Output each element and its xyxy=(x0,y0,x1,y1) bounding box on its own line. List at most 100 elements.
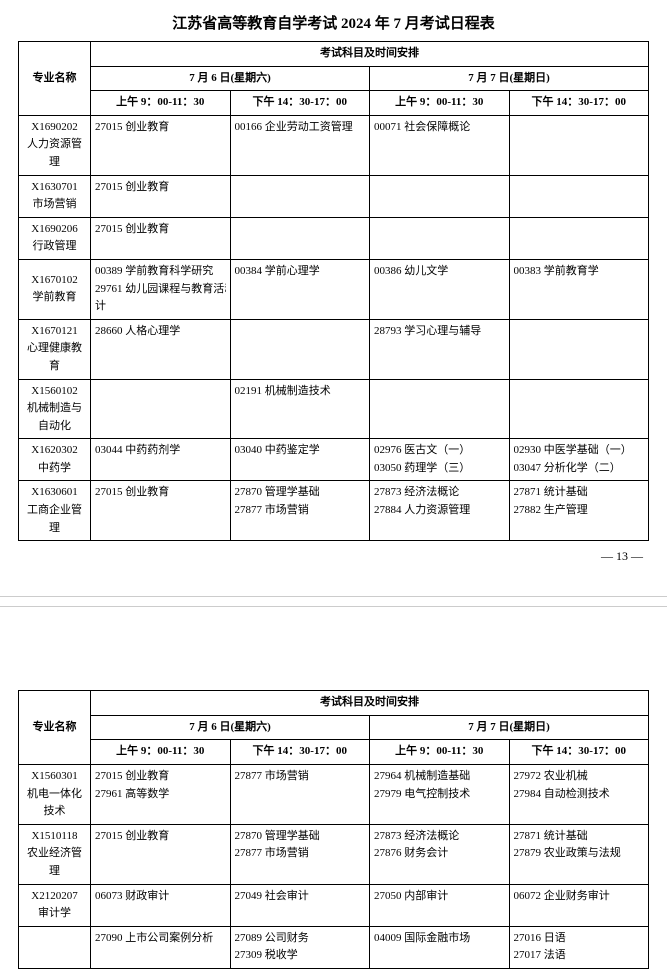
course: 03047 分析化学（二） xyxy=(514,460,645,478)
course: 27015 创业教育 xyxy=(95,484,226,502)
col-am2: 上午 9：00-11：30 xyxy=(370,740,510,765)
table-row: X1670121心理健康教育28660 人格心理学 28793 学习心理与辅导 xyxy=(19,319,649,379)
table-row: X2120207审计学06073 财政审计 27049 社会审计 27050 内部审… xyxy=(19,884,649,926)
slot-cell xyxy=(91,379,231,439)
course: 27877 市场营销 xyxy=(235,845,366,863)
col-pm2: 下午 14：30-17：00 xyxy=(509,740,649,765)
course: 27882 生产管理 xyxy=(514,502,645,520)
slot-cell xyxy=(509,115,649,175)
slot-cell xyxy=(509,217,649,259)
course: 27884 人力资源管理 xyxy=(374,502,505,520)
schedule-table-2: 专业名称考试科目及时间安排7 月 6 日(星期六)7 月 7 日(星期日)上午 … xyxy=(18,690,649,969)
major-line: X1670102 xyxy=(23,272,86,290)
major-line: X1630701 xyxy=(23,179,86,197)
slot-cell: 02976 医古文（一）03050 药理学（三） xyxy=(370,439,510,481)
table-row: X1630601工商企业管理27015 创业教育27870 管理学基础27877… xyxy=(19,481,649,541)
major-line: X1630601 xyxy=(23,484,86,502)
major-cell: X1510118农业经济管理 xyxy=(19,824,91,884)
course: 27089 公司财务 xyxy=(235,930,366,948)
course: 03040 中药鉴定学 xyxy=(235,442,366,460)
major-line: 中药学 xyxy=(23,460,86,478)
major-cell: X1630701市场营销 xyxy=(19,175,91,217)
course: 27873 经济法概论 xyxy=(374,828,505,846)
col-arrange: 考试科目及时间安排 xyxy=(91,691,649,716)
slot-cell: 27089 公司财务27309 税收学 xyxy=(230,926,370,968)
table-row: X1560102机械制造与自动化 02191 机械制造技术 xyxy=(19,379,649,439)
slot-cell: 03044 中药药剂学 xyxy=(91,439,231,481)
course: 27964 机械制造基础 xyxy=(374,768,505,786)
major-line: 学前教育 xyxy=(23,289,86,307)
major-line: 行政管理 xyxy=(23,238,86,256)
slot-cell: 27015 创业教育 xyxy=(91,481,231,541)
slot-cell: 27870 管理学基础27877 市场营销 xyxy=(230,824,370,884)
table-row: X1560301机电一体化技术27015 创业教育27961 高等数学27877… xyxy=(19,765,649,825)
course: 00384 学前心理学 xyxy=(235,263,366,281)
slot-cell: 04009 国际金融市场 xyxy=(370,926,510,968)
major-cell: X1560301机电一体化技术 xyxy=(19,765,91,825)
course: 27972 农业机械 xyxy=(514,768,645,786)
course: 06072 企业财务审计 xyxy=(514,888,645,906)
table-row: X1630701市场营销27015 创业教育 xyxy=(19,175,649,217)
slot-cell: 00166 企业劳动工资管理 xyxy=(230,115,370,175)
major-line: 审计学 xyxy=(23,905,86,923)
slot-cell: 27015 创业教育27961 高等数学 xyxy=(91,765,231,825)
course: 03044 中药药剂学 xyxy=(95,442,226,460)
col-am1: 上午 9：00-11：30 xyxy=(91,740,231,765)
course: 03050 药理学（三） xyxy=(374,460,505,478)
course: 06073 财政审计 xyxy=(95,888,226,906)
major-cell: X2120207审计学 xyxy=(19,884,91,926)
slot-cell: 06073 财政审计 xyxy=(91,884,231,926)
page-number: — 13 — xyxy=(18,549,649,564)
major-cell xyxy=(19,926,91,968)
course: 02976 医古文（一） xyxy=(374,442,505,460)
major-line: 农业经济管理 xyxy=(23,845,86,880)
table-row: X1690206行政管理27015 创业教育 xyxy=(19,217,649,259)
course: 27015 创业教育 xyxy=(95,179,226,197)
page-break xyxy=(0,564,667,684)
major-line: 工商企业管理 xyxy=(23,502,86,537)
course: 02930 中医学基础（一） xyxy=(514,442,645,460)
course: 00386 幼儿文学 xyxy=(374,263,505,281)
col-pm1: 下午 14：30-17：00 xyxy=(230,740,370,765)
slot-cell: 27873 经济法概论27876 财务会计 xyxy=(370,824,510,884)
major-cell: X1620302中药学 xyxy=(19,439,91,481)
slot-cell xyxy=(230,175,370,217)
major-line: 机械制造与自动化 xyxy=(23,400,86,435)
slot-cell: 27049 社会审计 xyxy=(230,884,370,926)
slot-cell: 27972 农业机械27984 自动检测技术 xyxy=(509,765,649,825)
major-line: X1560301 xyxy=(23,768,86,786)
slot-cell: 27873 经济法概论27884 人力资源管理 xyxy=(370,481,510,541)
table-head: 专业名称考试科目及时间安排7 月 6 日(星期六)7 月 7 日(星期日)上午 … xyxy=(19,691,649,765)
table-head: 专业名称考试科目及时间安排7 月 6 日(星期六)7 月 7 日(星期日)上午 … xyxy=(19,42,649,116)
slot-cell: 27015 创业教育 xyxy=(91,824,231,884)
course: 计 xyxy=(95,298,226,316)
major-line: 机电一体化技术 xyxy=(23,786,86,821)
col-day1: 7 月 6 日(星期六) xyxy=(91,715,370,740)
course: 27049 社会审计 xyxy=(235,888,366,906)
slot-cell xyxy=(509,379,649,439)
table-row: X1670102学前教育 00389 学前教育科学研究29761 幼儿园课程与教育… xyxy=(19,259,649,319)
slot-cell: 06072 企业财务审计 xyxy=(509,884,649,926)
major-line: X1670121 xyxy=(23,323,86,341)
slot-cell xyxy=(509,319,649,379)
col-major: 专业名称 xyxy=(19,42,91,116)
course: 29761 幼儿园课程与教育活动设 xyxy=(95,281,226,299)
course: 27870 管理学基础 xyxy=(235,484,366,502)
major-line: X1690202 xyxy=(23,119,86,137)
slot-cell: 27050 内部审计 xyxy=(370,884,510,926)
course: 27870 管理学基础 xyxy=(235,828,366,846)
slot-cell xyxy=(370,379,510,439)
slot-cell xyxy=(370,175,510,217)
course: 27876 财务会计 xyxy=(374,845,505,863)
course: 27050 内部审计 xyxy=(374,888,505,906)
slot-cell: 27871 统计基础27879 农业政策与法规 xyxy=(509,824,649,884)
table-body: X1560301机电一体化技术27015 创业教育27961 高等数学 27877… xyxy=(19,765,649,969)
page-2: 专业名称考试科目及时间安排7 月 6 日(星期六)7 月 7 日(星期日)上午 … xyxy=(0,684,667,969)
slot-cell: 00071 社会保障概论 xyxy=(370,115,510,175)
slot-cell: 27016 日语27017 法语 xyxy=(509,926,649,968)
table-row: 27090 上市公司案例分析27089 公司财务27309 税收学04009 国… xyxy=(19,926,649,968)
col-major: 专业名称 xyxy=(19,691,91,765)
major-line: 市场营销 xyxy=(23,196,86,214)
course: 00389 学前教育科学研究 xyxy=(95,263,226,281)
col-arrange: 考试科目及时间安排 xyxy=(91,42,649,67)
